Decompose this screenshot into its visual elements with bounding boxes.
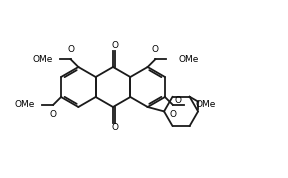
Text: OMe: OMe [32,55,53,64]
Text: O: O [111,124,118,132]
Text: O: O [169,110,176,119]
Text: O: O [67,45,74,54]
Text: O: O [111,41,118,51]
Text: OMe: OMe [179,55,199,64]
Text: OMe: OMe [196,100,216,109]
Text: O: O [152,45,159,54]
Text: O: O [174,96,181,105]
Text: O: O [50,110,57,119]
Text: OMe: OMe [15,100,35,109]
